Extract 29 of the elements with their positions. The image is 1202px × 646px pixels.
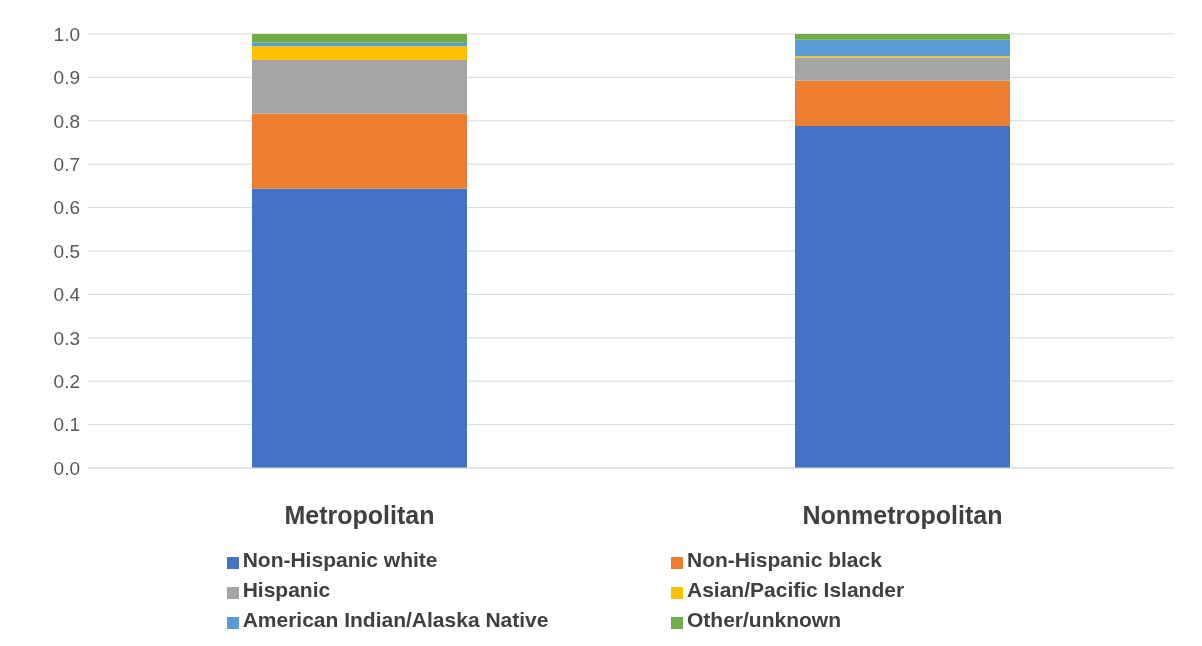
y-tick-label: 1.0 <box>53 23 80 45</box>
legend-label: Asian/Pacific Islander <box>687 578 905 601</box>
y-tick-label: 0.1 <box>53 414 80 436</box>
y-tick-label: 0.4 <box>53 284 81 306</box>
bar <box>795 80 1010 127</box>
legend-label: Non-Hispanic black <box>687 548 882 571</box>
legend-label: Other/unknown <box>687 608 841 631</box>
y-tick-label: 0.8 <box>53 110 80 132</box>
bar <box>795 39 1010 57</box>
bar <box>252 34 467 43</box>
bar <box>795 126 1010 468</box>
y-tick-label: 0.0 <box>53 457 80 479</box>
bar <box>252 113 467 189</box>
bar <box>795 57 1010 81</box>
y-tick-label: 0.3 <box>53 327 80 349</box>
x-tick-label: Nonmetropolitan <box>802 500 1003 529</box>
legend-label: Hispanic <box>242 578 331 601</box>
bar <box>252 46 467 61</box>
legend-label: Non-Hispanic white <box>242 548 438 571</box>
bar <box>252 60 467 114</box>
y-tick-label: 0.7 <box>53 153 80 175</box>
y-tick-label: 0.5 <box>53 240 80 262</box>
y-tick-label: 0.2 <box>53 370 80 392</box>
bar <box>252 188 467 468</box>
bar <box>795 34 1010 40</box>
x-tick-label: Metropolitan <box>284 500 435 529</box>
legend-label: American Indian/Alaska Native <box>242 608 549 631</box>
y-tick-label: 0.9 <box>53 67 80 89</box>
y-tick-label: 0.6 <box>53 197 80 219</box>
